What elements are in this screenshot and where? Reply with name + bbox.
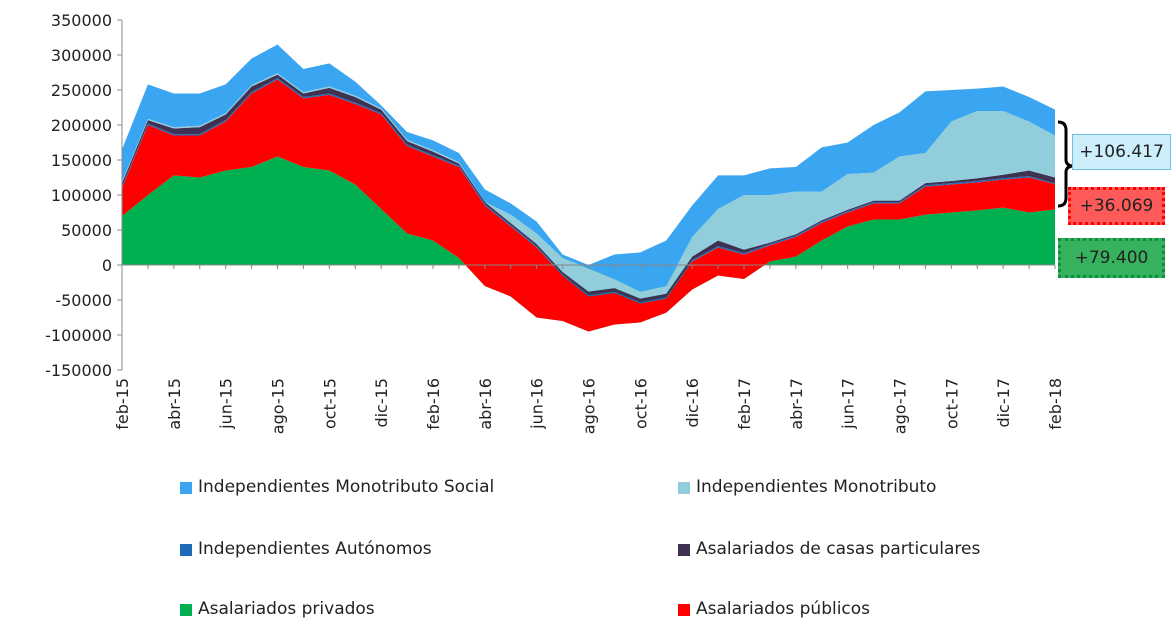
x-tick-label: oct-16 [631, 378, 650, 429]
y-tick-label: 250000 [51, 81, 112, 100]
legend-label: Asalariados de casas particulares [696, 539, 981, 559]
x-tick-label: feb-17 [735, 378, 754, 430]
legend-item: Independientes Monotributo [678, 474, 936, 501]
area [122, 79, 1055, 332]
x-tick-label: jun-15 [217, 378, 236, 430]
annotation: +36.069 [1079, 196, 1154, 216]
legend-item: Asalariados públicos [678, 596, 870, 623]
annotation-box: +79.400 [1058, 238, 1165, 278]
legend-item: Asalariados privados [180, 596, 375, 623]
legend-label: Asalariados públicos [696, 599, 871, 619]
y-tick-label: 100000 [51, 186, 112, 205]
x-tick-label: abr-17 [787, 378, 806, 430]
area [122, 73, 1055, 299]
legend-swatch [180, 482, 192, 494]
area [122, 156, 1055, 332]
legend-swatch [678, 544, 690, 556]
x-tick-label: ago-17 [891, 378, 910, 434]
legend-label: Independientes Monotributo [696, 477, 937, 497]
legend-swatch [180, 544, 192, 556]
x-tick-label: abr-16 [476, 378, 495, 430]
legend-label: Independientes Autónomos [198, 539, 432, 559]
x-tick-label: dic-16 [683, 378, 702, 428]
annotation-box: +106.417 [1072, 134, 1171, 170]
annotation: +106.417 [1079, 142, 1164, 162]
legend-item: Asalariados de casas particulares [678, 536, 980, 563]
y-tick-label: 350000 [51, 11, 112, 30]
legend-label: Independientes Monotributo Social [198, 477, 495, 497]
y-tick-label: 50000 [61, 221, 112, 240]
legend-swatch [180, 604, 192, 616]
legend-label: Asalariados privados [198, 599, 375, 619]
x-tick-label: dic-15 [372, 378, 391, 428]
x-tick-label: jun-16 [528, 378, 547, 430]
area [122, 44, 1055, 292]
y-tick-label: 300000 [51, 46, 112, 65]
x-tick-label: oct-17 [942, 378, 961, 429]
annotation: +79.400 [1074, 248, 1149, 268]
y-tick-label: 150000 [51, 151, 112, 170]
annotation-box: +36.069 [1068, 187, 1165, 225]
legend-swatch [678, 604, 690, 616]
x-tick-label: feb-15 [113, 378, 132, 430]
legend-swatch [678, 482, 690, 494]
x-tick-label: ago-15 [269, 378, 288, 434]
legend-item: Independientes Autónomos [180, 536, 432, 563]
y-tick-label: 200000 [51, 116, 112, 135]
x-tick-label: ago-16 [580, 378, 599, 434]
x-tick-label: abr-15 [165, 378, 184, 430]
x-tick-label: feb-18 [1046, 378, 1065, 430]
legend-item: Independientes Monotributo Social [180, 474, 494, 501]
y-tick-label: 0 [102, 256, 112, 275]
x-tick-label: dic-17 [994, 378, 1013, 428]
x-tick-label: jun-17 [839, 378, 858, 430]
x-tick-label: oct-15 [320, 378, 339, 429]
y-tick-label: -150000 [45, 361, 112, 380]
y-tick-label: -100000 [45, 326, 112, 345]
x-tick-label: feb-16 [424, 378, 443, 430]
y-tick-label: -50000 [55, 291, 112, 310]
